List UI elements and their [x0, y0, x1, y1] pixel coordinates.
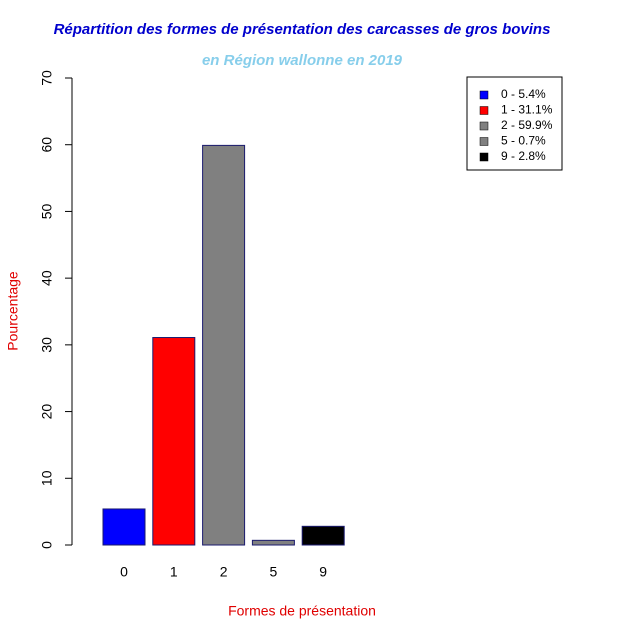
y-tick-label: 70 [39, 70, 55, 86]
bar [301, 525, 345, 546]
x-tick-label: 2 [220, 564, 228, 580]
legend-swatch [479, 137, 489, 146]
legend-label: 5 - 0.7% [501, 134, 546, 148]
chart-title: Répartition des formes de présentation d… [54, 21, 551, 38]
y-tick-label: 10 [39, 470, 55, 486]
y-tick-label: 50 [39, 203, 55, 219]
bar [202, 144, 246, 546]
x-tick-label: 1 [170, 564, 178, 580]
legend-label: 0 - 5.4% [501, 87, 546, 101]
y-tick-label: 0 [39, 541, 55, 549]
legend-swatch [479, 90, 489, 100]
legend-swatch [479, 121, 489, 131]
y-axis-label: Pourcentage [5, 271, 21, 351]
bar [102, 508, 146, 546]
chart-subtitle: en Région wallonne en 2019 [202, 52, 403, 69]
bar [251, 539, 295, 546]
y-tick-label: 20 [39, 404, 55, 420]
bar [152, 337, 196, 546]
x-tick-label: 5 [270, 564, 278, 580]
x-axis-label: Formes de présentation [228, 603, 376, 619]
y-tick-label: 40 [39, 270, 55, 286]
legend-swatch [479, 152, 489, 162]
legend-label: 1 - 31.1% [501, 103, 553, 117]
y-tick-label: 30 [39, 337, 55, 353]
y-tick-label: 60 [39, 137, 55, 153]
legend-swatch [479, 106, 489, 115]
x-tick-label: 9 [319, 564, 327, 580]
x-tick-label: 0 [120, 564, 128, 580]
legend-label: 9 - 2.8% [501, 149, 546, 163]
legend-label: 2 - 59.9% [501, 118, 553, 132]
